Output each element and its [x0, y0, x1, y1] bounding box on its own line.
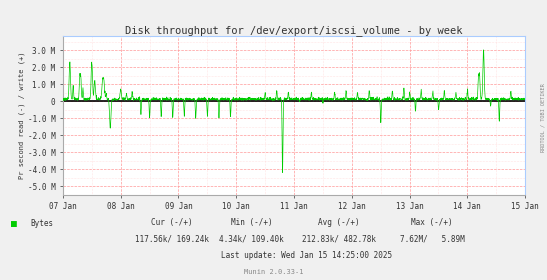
Text: ■: ■ [11, 219, 17, 229]
Title: Disk throughput for /dev/export/iscsi_volume - by week: Disk throughput for /dev/export/iscsi_vo… [125, 25, 463, 36]
Text: 7.62M/   5.89M: 7.62M/ 5.89M [400, 235, 464, 244]
Text: Bytes: Bytes [30, 220, 53, 228]
Text: RRDTOOL / TOBI OETIKER: RRDTOOL / TOBI OETIKER [541, 83, 546, 152]
Text: 212.83k/ 482.78k: 212.83k/ 482.78k [302, 235, 376, 244]
Text: 4.34k/ 109.40k: 4.34k/ 109.40k [219, 235, 284, 244]
Text: Munin 2.0.33-1: Munin 2.0.33-1 [244, 269, 303, 275]
Text: Min (-/+): Min (-/+) [231, 218, 272, 227]
Text: Cur (-/+): Cur (-/+) [152, 218, 193, 227]
Y-axis label: Pr second read (-) / write (+): Pr second read (-) / write (+) [18, 52, 25, 179]
Text: Max (-/+): Max (-/+) [411, 218, 453, 227]
Text: 117.56k/ 169.24k: 117.56k/ 169.24k [135, 235, 210, 244]
Text: Avg (-/+): Avg (-/+) [318, 218, 360, 227]
Text: Last update: Wed Jan 15 14:25:00 2025: Last update: Wed Jan 15 14:25:00 2025 [221, 251, 392, 260]
